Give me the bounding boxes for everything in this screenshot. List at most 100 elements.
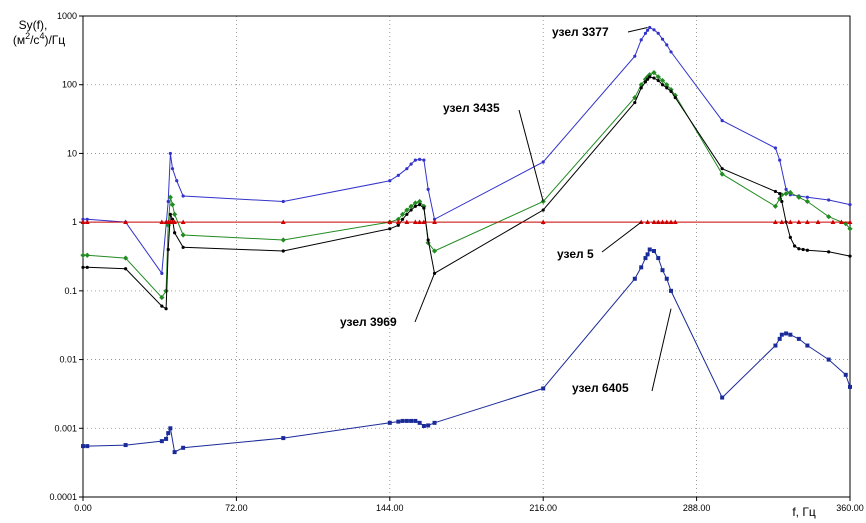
data-point bbox=[648, 75, 652, 79]
data-point bbox=[160, 271, 164, 275]
data-point bbox=[404, 418, 409, 423]
data-point bbox=[805, 248, 809, 252]
data-point bbox=[432, 420, 437, 425]
data-point bbox=[796, 219, 802, 224]
data-point bbox=[541, 160, 545, 164]
data-point bbox=[412, 219, 418, 224]
data-point bbox=[847, 226, 853, 232]
data-point bbox=[848, 203, 852, 207]
data-point bbox=[720, 119, 724, 123]
y-tick-label: 0.001 bbox=[54, 423, 77, 433]
annotation-label: узел 5 bbox=[557, 247, 594, 261]
data-point bbox=[643, 31, 648, 35]
data-point bbox=[779, 219, 785, 224]
data-point bbox=[81, 265, 85, 269]
y-tick-label: 1 bbox=[72, 217, 77, 227]
data-point bbox=[826, 357, 831, 362]
data-point bbox=[417, 420, 422, 425]
data-point bbox=[426, 187, 430, 191]
data-point bbox=[651, 249, 656, 254]
data-point bbox=[788, 235, 792, 239]
data-point bbox=[804, 219, 810, 224]
data-point bbox=[404, 207, 410, 213]
data-point bbox=[412, 200, 418, 206]
series-4 bbox=[81, 247, 852, 455]
data-point bbox=[660, 37, 665, 41]
data-point bbox=[777, 196, 783, 202]
data-point bbox=[652, 76, 656, 80]
data-point bbox=[643, 80, 648, 84]
y-tick-label: 0.01 bbox=[59, 355, 77, 365]
data-point bbox=[400, 418, 405, 423]
data-point bbox=[656, 31, 660, 35]
annotation-leader bbox=[651, 308, 672, 392]
data-point bbox=[672, 219, 678, 224]
series-layer bbox=[80, 25, 853, 455]
data-point bbox=[405, 212, 409, 216]
data-point bbox=[418, 157, 422, 161]
data-point bbox=[280, 219, 286, 224]
y-tick-label: 100 bbox=[62, 80, 77, 90]
data-point bbox=[796, 194, 802, 200]
data-point bbox=[788, 332, 793, 337]
data-point bbox=[660, 83, 665, 87]
y-tick-label: 0.1 bbox=[64, 286, 77, 296]
data-point bbox=[632, 276, 637, 281]
data-point bbox=[84, 219, 90, 224]
data-point bbox=[644, 74, 651, 80]
data-point bbox=[645, 77, 650, 81]
annotation-label: узел 6405 bbox=[572, 381, 629, 395]
data-point bbox=[280, 237, 286, 243]
data-point bbox=[826, 214, 832, 220]
data-point bbox=[778, 158, 782, 162]
data-point bbox=[163, 288, 169, 294]
data-point bbox=[281, 436, 286, 441]
data-point bbox=[396, 223, 400, 227]
y-tick-label: 0.0001 bbox=[49, 492, 77, 502]
data-point bbox=[167, 194, 173, 200]
data-point bbox=[541, 386, 546, 391]
data-point bbox=[665, 43, 669, 47]
data-point bbox=[405, 167, 409, 171]
x-tick-label: 144.00 bbox=[376, 503, 404, 513]
data-point bbox=[166, 431, 171, 436]
data-point bbox=[123, 219, 129, 224]
data-point bbox=[388, 227, 392, 231]
data-point bbox=[720, 167, 724, 171]
data-point bbox=[719, 171, 725, 177]
data-point bbox=[780, 199, 784, 204]
data-point bbox=[181, 194, 185, 198]
data-point bbox=[172, 211, 178, 217]
data-point bbox=[540, 219, 546, 224]
data-point bbox=[170, 217, 175, 221]
y-axis-label-line1: Sy(f), bbox=[19, 18, 48, 32]
data-point bbox=[643, 256, 648, 261]
data-point bbox=[797, 247, 801, 251]
series-0 bbox=[81, 25, 852, 275]
data-point bbox=[660, 268, 665, 273]
data-point bbox=[431, 248, 438, 254]
data-point bbox=[85, 444, 90, 449]
data-point bbox=[848, 384, 852, 389]
data-point bbox=[804, 198, 810, 205]
grid bbox=[83, 16, 850, 497]
data-point bbox=[847, 219, 853, 224]
data-point bbox=[413, 158, 417, 162]
data-point bbox=[669, 50, 673, 54]
data-point bbox=[180, 219, 186, 224]
data-point bbox=[85, 217, 89, 221]
data-point bbox=[432, 217, 437, 221]
data-point bbox=[651, 219, 657, 224]
data-point bbox=[787, 219, 793, 224]
data-point bbox=[639, 86, 643, 90]
data-point bbox=[169, 202, 176, 208]
data-point bbox=[124, 267, 128, 271]
data-point bbox=[426, 423, 431, 428]
data-point bbox=[639, 265, 644, 270]
data-point bbox=[388, 179, 392, 183]
data-point bbox=[422, 206, 426, 210]
data-point bbox=[773, 146, 778, 150]
data-point bbox=[645, 28, 650, 32]
x-tick-label: 216.00 bbox=[529, 503, 557, 513]
data-point bbox=[123, 255, 129, 261]
